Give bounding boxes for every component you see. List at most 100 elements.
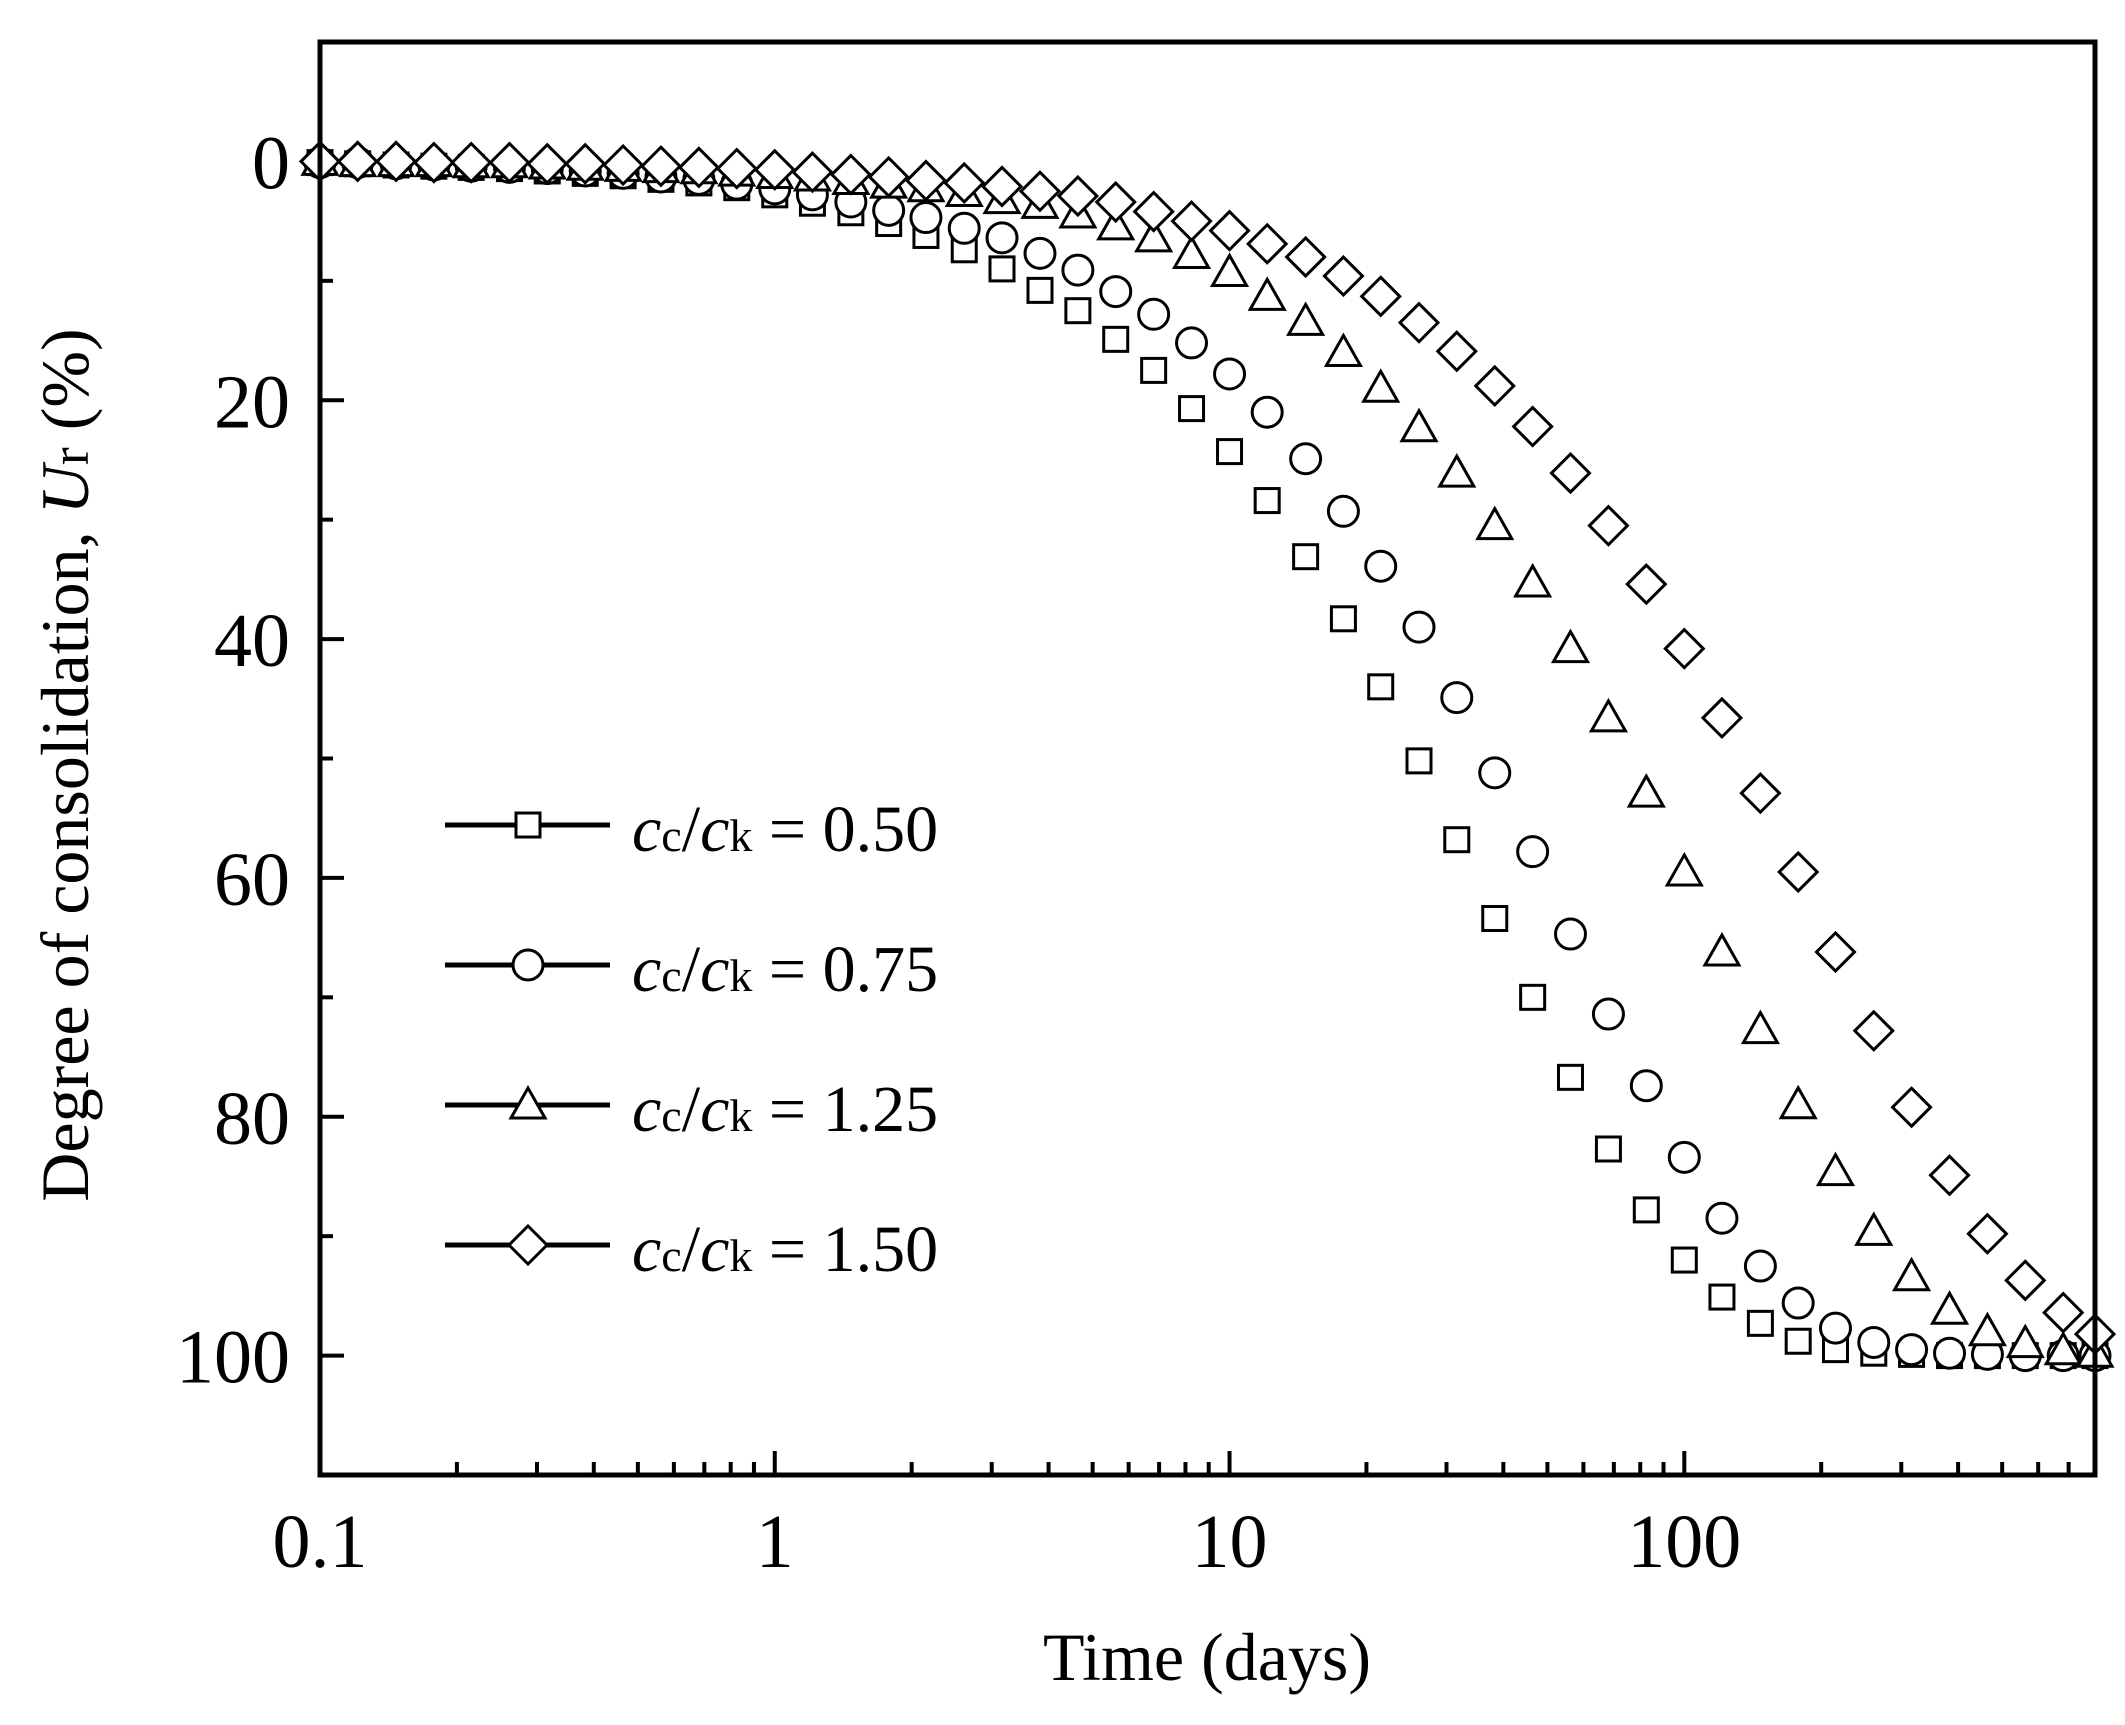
x-tick-label: 1 xyxy=(756,1500,794,1584)
point-series-1-square xyxy=(1519,983,1547,1011)
point-series-2-circle xyxy=(909,201,943,235)
point-series-3-triangle xyxy=(1361,368,1401,403)
point-series-3-triangle xyxy=(1171,234,1212,270)
legend-label-part: = 0.75 xyxy=(752,933,938,1006)
point-series-1-square xyxy=(1556,1063,1584,1091)
point-series-3-triangle xyxy=(1247,276,1287,311)
legend-label-part: c xyxy=(661,1090,681,1141)
point-series-1-square xyxy=(1784,1327,1812,1355)
legend-marker-triangle xyxy=(508,1084,548,1120)
legend-label-part: c xyxy=(700,1073,729,1146)
point-series-4-diamond xyxy=(1056,174,1100,218)
point-series-4-diamond xyxy=(791,151,834,194)
point-series-2-circle xyxy=(1099,275,1133,309)
point-series-4-diamond xyxy=(601,143,645,187)
point-series-2-circle xyxy=(1213,357,1247,391)
point-series-3-triangle xyxy=(1286,301,1326,336)
point-series-1-square xyxy=(1178,395,1206,423)
point-series-4-diamond xyxy=(1890,1086,1933,1129)
point-series-1-square xyxy=(1102,325,1130,353)
point-series-3-triangle xyxy=(1702,931,1742,967)
point-series-2-circle xyxy=(1402,610,1436,644)
y-axis-label: Degree of consolidation, Ur (%) xyxy=(27,328,103,1201)
legend-marker-circle xyxy=(511,948,545,982)
point-series-4-diamond xyxy=(412,141,456,184)
point-series-2-circle xyxy=(1137,297,1171,331)
point-series-1-square xyxy=(1632,1196,1660,1224)
point-series-3-triangle xyxy=(1399,407,1439,443)
y-tick-label: 20 xyxy=(214,360,290,444)
legend-label-part: = 1.50 xyxy=(752,1213,938,1286)
x-tick-label: 10 xyxy=(1192,1500,1268,1584)
point-series-2-circle xyxy=(1364,549,1398,583)
point-series-1-square xyxy=(1594,1135,1622,1163)
y-tick-label: 60 xyxy=(214,838,290,922)
point-series-2-circle xyxy=(1478,756,1512,790)
point-series-2-circle xyxy=(1781,1286,1815,1320)
point-series-3-triangle xyxy=(1967,1311,2007,1347)
point-series-1-square xyxy=(1064,297,1092,325)
legend-label-part: c xyxy=(661,950,681,1001)
point-series-4-diamond xyxy=(1246,222,1289,265)
point-series-1-square xyxy=(1253,487,1281,515)
point-series-3-triangle xyxy=(1323,332,1363,367)
point-series-4-diamond xyxy=(1170,200,1213,243)
point-series-1-square xyxy=(1367,673,1395,701)
point-series-2-circle xyxy=(1553,917,1587,951)
legend-label-part: c xyxy=(632,1213,661,1286)
point-series-1-square xyxy=(1670,1246,1698,1274)
point-series-2-circle xyxy=(1895,1333,1929,1367)
legend-label-part: k xyxy=(729,810,752,861)
legend-label-part: c xyxy=(632,933,661,1006)
legend-label-part: c xyxy=(661,1230,681,1281)
point-series-4-diamond xyxy=(1777,850,1820,894)
legend-marker-diamond xyxy=(506,1223,550,1267)
point-series-3-triangle xyxy=(1437,453,1477,488)
point-series-3-triangle xyxy=(1664,851,1704,887)
point-series-4-diamond xyxy=(829,153,872,196)
point-series-4-diamond xyxy=(1359,275,1402,318)
point-series-1-square xyxy=(1405,747,1433,775)
legend-marker-square xyxy=(514,811,542,839)
legend-label-part: c xyxy=(661,810,681,861)
point-series-3-triangle xyxy=(2043,1330,2083,1366)
point-series-3-triangle xyxy=(1740,1009,1780,1045)
point-series-2-circle xyxy=(1250,395,1284,429)
point-series-4-diamond xyxy=(1284,235,1327,279)
point-series-4-diamond xyxy=(2042,1291,2085,1334)
point-series-2-circle xyxy=(1516,835,1550,869)
legend-label-part: c xyxy=(632,793,661,866)
point-series-3-triangle xyxy=(1929,1290,1970,1325)
point-series-3-triangle xyxy=(2005,1323,2045,1359)
point-series-2-circle xyxy=(1743,1249,1777,1283)
point-series-4-diamond xyxy=(1700,696,1744,740)
point-series-2-circle xyxy=(1289,442,1323,476)
y-axis-label-prefix: Degree of consolidation, xyxy=(27,514,103,1201)
point-series-2-circle xyxy=(872,193,906,227)
point-series-4-diamond xyxy=(526,142,569,185)
plot-frame xyxy=(317,39,2098,1478)
legend-label-part: k xyxy=(729,950,752,1001)
legend-label-part: k xyxy=(729,1230,752,1281)
tick-labels: 0.1 1 10 100 0 20 40 60 80 100 xyxy=(176,121,1741,1584)
point-series-4-diamond xyxy=(1549,451,1592,495)
point-series-3-triangle xyxy=(1891,1256,1932,1292)
point-series-1-square xyxy=(988,255,1016,283)
point-series-4-diamond xyxy=(867,155,910,199)
point-series-4-diamond xyxy=(1435,330,1478,373)
point-series-3-triangle xyxy=(1209,252,1250,287)
point-series-4-diamond xyxy=(1473,364,1516,408)
point-series-1-square xyxy=(1216,438,1244,466)
y-axis-label-symbol: U xyxy=(27,461,103,514)
point-series-4-diamond xyxy=(488,141,531,184)
point-series-2-circle xyxy=(1591,997,1625,1031)
legend-label-2: cc/ck = 0.75 xyxy=(632,933,938,1006)
point-series-4-diamond xyxy=(677,146,721,189)
point-series-1-square xyxy=(1708,1283,1736,1311)
legend-label-part: = 0.50 xyxy=(752,793,938,866)
y-tick-label: 40 xyxy=(214,599,290,683)
point-series-4-diamond xyxy=(1018,170,1062,213)
point-series-2-circle xyxy=(1629,1069,1663,1103)
